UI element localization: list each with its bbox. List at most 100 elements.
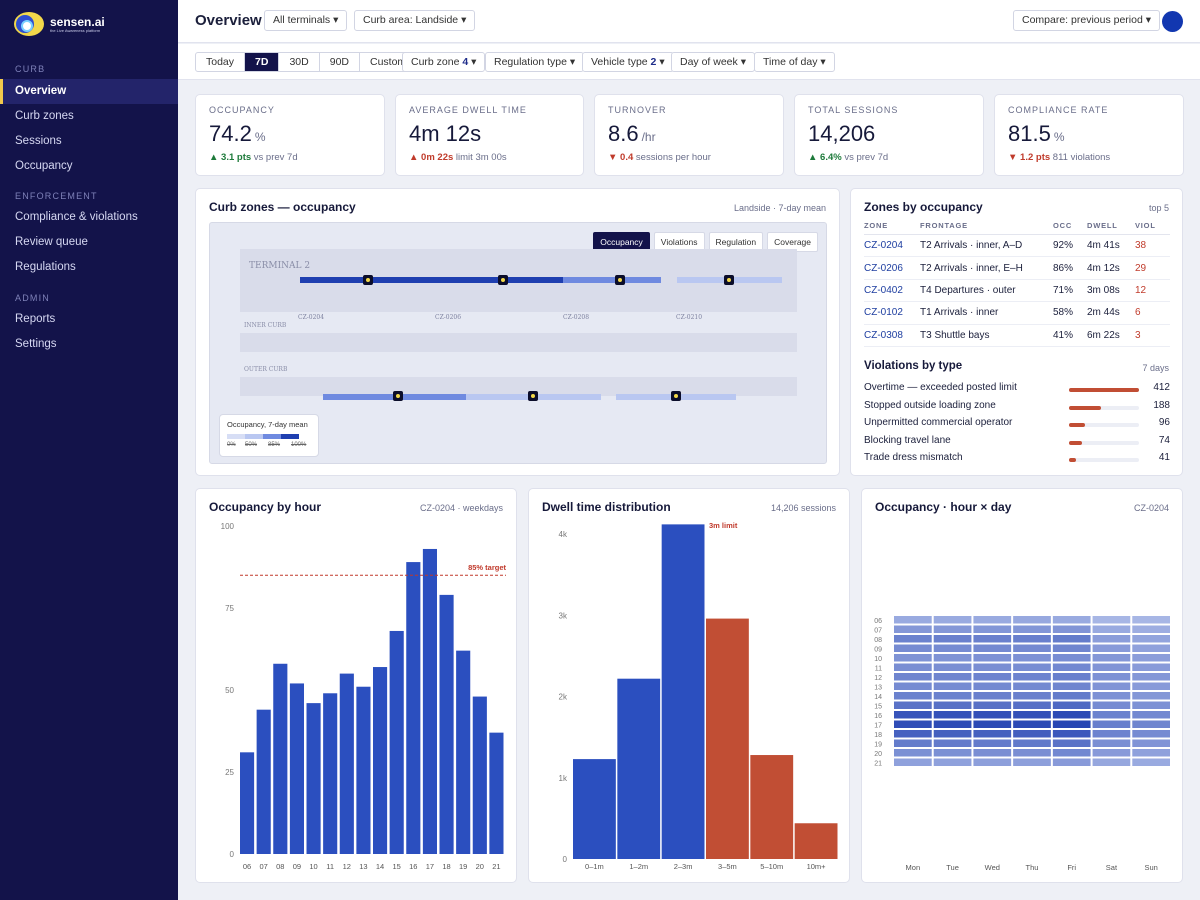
range-90d[interactable]: 90D <box>320 53 360 71</box>
kpi-card-dwell[interactable]: AVERAGE DWELL TIME 4m 12s ▲ 0m 22s limit… <box>395 94 584 176</box>
sidebar-item-occupancy[interactable]: Occupancy <box>15 160 73 172</box>
heatmap-cell <box>1052 616 1091 624</box>
terminals-dropdown[interactable]: All terminals ▾ <box>264 10 348 31</box>
heatmap-cell <box>973 720 1012 728</box>
zone-segment-cz-0204[interactable] <box>300 277 563 283</box>
bar <box>273 663 288 854</box>
curb-zone-filter[interactable]: Curb zone 4 ▾ <box>402 52 486 72</box>
sidebar-item-sessions[interactable]: Sessions <box>15 135 62 147</box>
bar <box>389 630 404 854</box>
frontage-cell: T2 Arrivals · inner, E–H <box>920 256 1053 280</box>
heatmap-cell <box>1013 644 1051 652</box>
column-header[interactable]: ZONE <box>864 221 920 235</box>
zone-id-link[interactable]: CZ-0402 <box>864 279 920 303</box>
sidebar-item-regulations[interactable]: Regulations <box>15 261 76 273</box>
heatmap-cell <box>1132 692 1170 700</box>
bar <box>256 709 271 854</box>
occupancy-heatmap-chart[interactable]: 06 07 08 09 10 11 12 13 14 15 16 17 18 19 20 21 Mon Tue We… <box>862 489 1184 884</box>
kpi-label: COMPLIANCE RATE <box>1008 105 1109 115</box>
x-tick-label: 18 <box>442 862 450 871</box>
sensor-icon[interactable] <box>671 391 681 401</box>
violation-row[interactable]: Unpermitted commercial operator 96 <box>864 417 1170 434</box>
column-header[interactable]: OCC <box>1053 221 1087 235</box>
zone-code-label: CZ-0206 <box>435 314 462 321</box>
kpi-delta-note: vs prev 7d <box>253 152 298 163</box>
time-of-day-filter[interactable]: Time of day ▾ <box>754 52 835 72</box>
heatmap-cell <box>933 682 972 690</box>
y-tick-label: 75 <box>225 604 234 613</box>
heatmap-cell <box>1092 616 1131 624</box>
sensor-icon[interactable] <box>615 275 625 285</box>
heatmap-cell <box>933 635 972 643</box>
sidebar-item-settings[interactable]: Settings <box>15 338 57 350</box>
kpi-label: OCCUPANCY <box>209 105 275 115</box>
curb-area-dropdown[interactable]: Curb area: Landside ▾ <box>354 10 476 31</box>
frontage-cell: T4 Departures · outer <box>920 279 1053 303</box>
column-header[interactable]: DWELL <box>1087 221 1135 235</box>
kpi-number: 81.5 <box>1008 121 1051 146</box>
x-tick-label: 06 <box>243 862 251 871</box>
kpi-card-occupancy[interactable]: OCCUPANCY 74.2% ▲ 3.1 pts vs prev 7d <box>195 94 385 176</box>
violations-cell: 29 <box>1135 256 1170 280</box>
x-tick-label: 10 <box>309 862 317 871</box>
violation-row[interactable]: Stopped outside loading zone 188 <box>864 400 1170 417</box>
heatmap-column-label: Sun <box>1144 863 1157 872</box>
table-row[interactable]: CZ-0402 T4 Departures · outer 71% 3m 08s… <box>864 279 1170 303</box>
column-header[interactable]: VIOL <box>1135 221 1170 235</box>
chevron-down-icon: ▾ <box>1145 14 1152 26</box>
heatmap-cell <box>1052 663 1091 671</box>
regulation-filter[interactable]: Regulation type ▾ <box>485 52 585 72</box>
sidebar-item-compliance[interactable]: Compliance & violations <box>15 211 138 223</box>
violation-row[interactable]: Overtime — exceeded posted limit 412 <box>864 382 1170 399</box>
avatar[interactable] <box>1162 11 1183 32</box>
chevron-down-icon: ▾ <box>333 14 339 26</box>
heatmap-column-label: Fri <box>1067 863 1076 872</box>
brand-logo[interactable]: sensen.ai the Live Awareness platform <box>14 12 105 36</box>
table-row[interactable]: CZ-0204 T2 Arrivals · inner, A–D 92% 4m … <box>864 234 1170 258</box>
table-row[interactable]: CZ-0206 T2 Arrivals · inner, E–H 86% 4m … <box>864 256 1170 280</box>
table-row[interactable]: CZ-0102 T1 Arrivals · inner 58% 2m 44s 6 <box>864 301 1170 325</box>
bar <box>456 650 471 854</box>
column-header[interactable]: FRONTAGE <box>920 221 1053 235</box>
range-today[interactable]: Today <box>196 53 246 71</box>
sensor-icon[interactable] <box>393 391 403 401</box>
occupancy-cell: 86% <box>1053 256 1087 280</box>
sensor-icon[interactable] <box>498 275 508 285</box>
violation-row[interactable]: Blocking travel lane 74 <box>864 435 1170 452</box>
day-of-week-filter[interactable]: Day of week ▾ <box>671 52 755 72</box>
sensor-icon[interactable] <box>363 275 373 285</box>
chevron-down-icon: ▾ <box>740 56 746 68</box>
heatmap-cell <box>1092 711 1131 719</box>
zone-id-link[interactable]: CZ-0204 <box>864 234 920 258</box>
range-custom[interactable]: Custom <box>370 56 407 68</box>
curb-map[interactable]: Occupancy Violations Regulation Coverage… <box>209 222 827 464</box>
heatmap-cell <box>1132 711 1170 719</box>
sensor-icon[interactable] <box>528 391 538 401</box>
table-row[interactable]: CZ-0308 T3 Shuttle bays 41% 6m 22s 3 <box>864 324 1170 347</box>
occupancy-by-hour-chart[interactable]: 0 25 50 75 100 06 07 08 09 10 11 12 13 14 15 16 17 18 19 20… <box>196 489 518 884</box>
dwell-distribution-chart[interactable]: 0 1k 2k 3k 4k 0–1m 1–2m 2–3m 3–5m 5–10m 10m+ 3m lim… <box>529 489 851 884</box>
zone-id-link[interactable]: CZ-0308 <box>864 324 920 347</box>
sidebar-item-curb-zones[interactable]: Curb zones <box>15 110 74 122</box>
sidebar-item-overview[interactable]: Overview <box>0 79 178 104</box>
kpi-card-compliance[interactable]: COMPLIANCE RATE 81.5% ▼ 1.2 pts 811 viol… <box>994 94 1184 176</box>
sensor-icon[interactable] <box>724 275 734 285</box>
sidebar-item-review-queue[interactable]: Review queue <box>15 236 88 248</box>
vehicle-filter-count: 2 <box>650 56 657 68</box>
kpi-card-sessions[interactable]: TOTAL SESSIONS 14,206 ▲ 6.4% vs prev 7d <box>794 94 984 176</box>
zone-segment-cz-0208[interactable] <box>563 277 661 283</box>
range-30d[interactable]: 30D <box>279 53 320 71</box>
range-7d[interactable]: 7D <box>245 53 280 71</box>
table-header-row: ZONE FRONTAGE OCC DWELL VIOL <box>864 221 1170 235</box>
heatmap-cell <box>1132 682 1170 690</box>
sidebar-item-reports[interactable]: Reports <box>15 313 56 325</box>
compare-dropdown[interactable]: Compare: previous period ▾ <box>1013 10 1161 31</box>
zone-id-link[interactable]: CZ-0102 <box>864 301 920 325</box>
kpi-card-turnover[interactable]: TURNOVER 8.6/hr ▼ 0.4 sessions per hour <box>594 94 784 176</box>
heatmap-cell <box>1132 720 1170 728</box>
vehicle-type-filter[interactable]: Vehicle type 2 ▾ <box>582 52 674 72</box>
heatmap-cell <box>973 730 1012 738</box>
heatmap-cell <box>1092 673 1131 681</box>
violation-row[interactable]: Trade dress mismatch 41 <box>864 452 1170 469</box>
zone-id-link[interactable]: CZ-0206 <box>864 256 920 280</box>
